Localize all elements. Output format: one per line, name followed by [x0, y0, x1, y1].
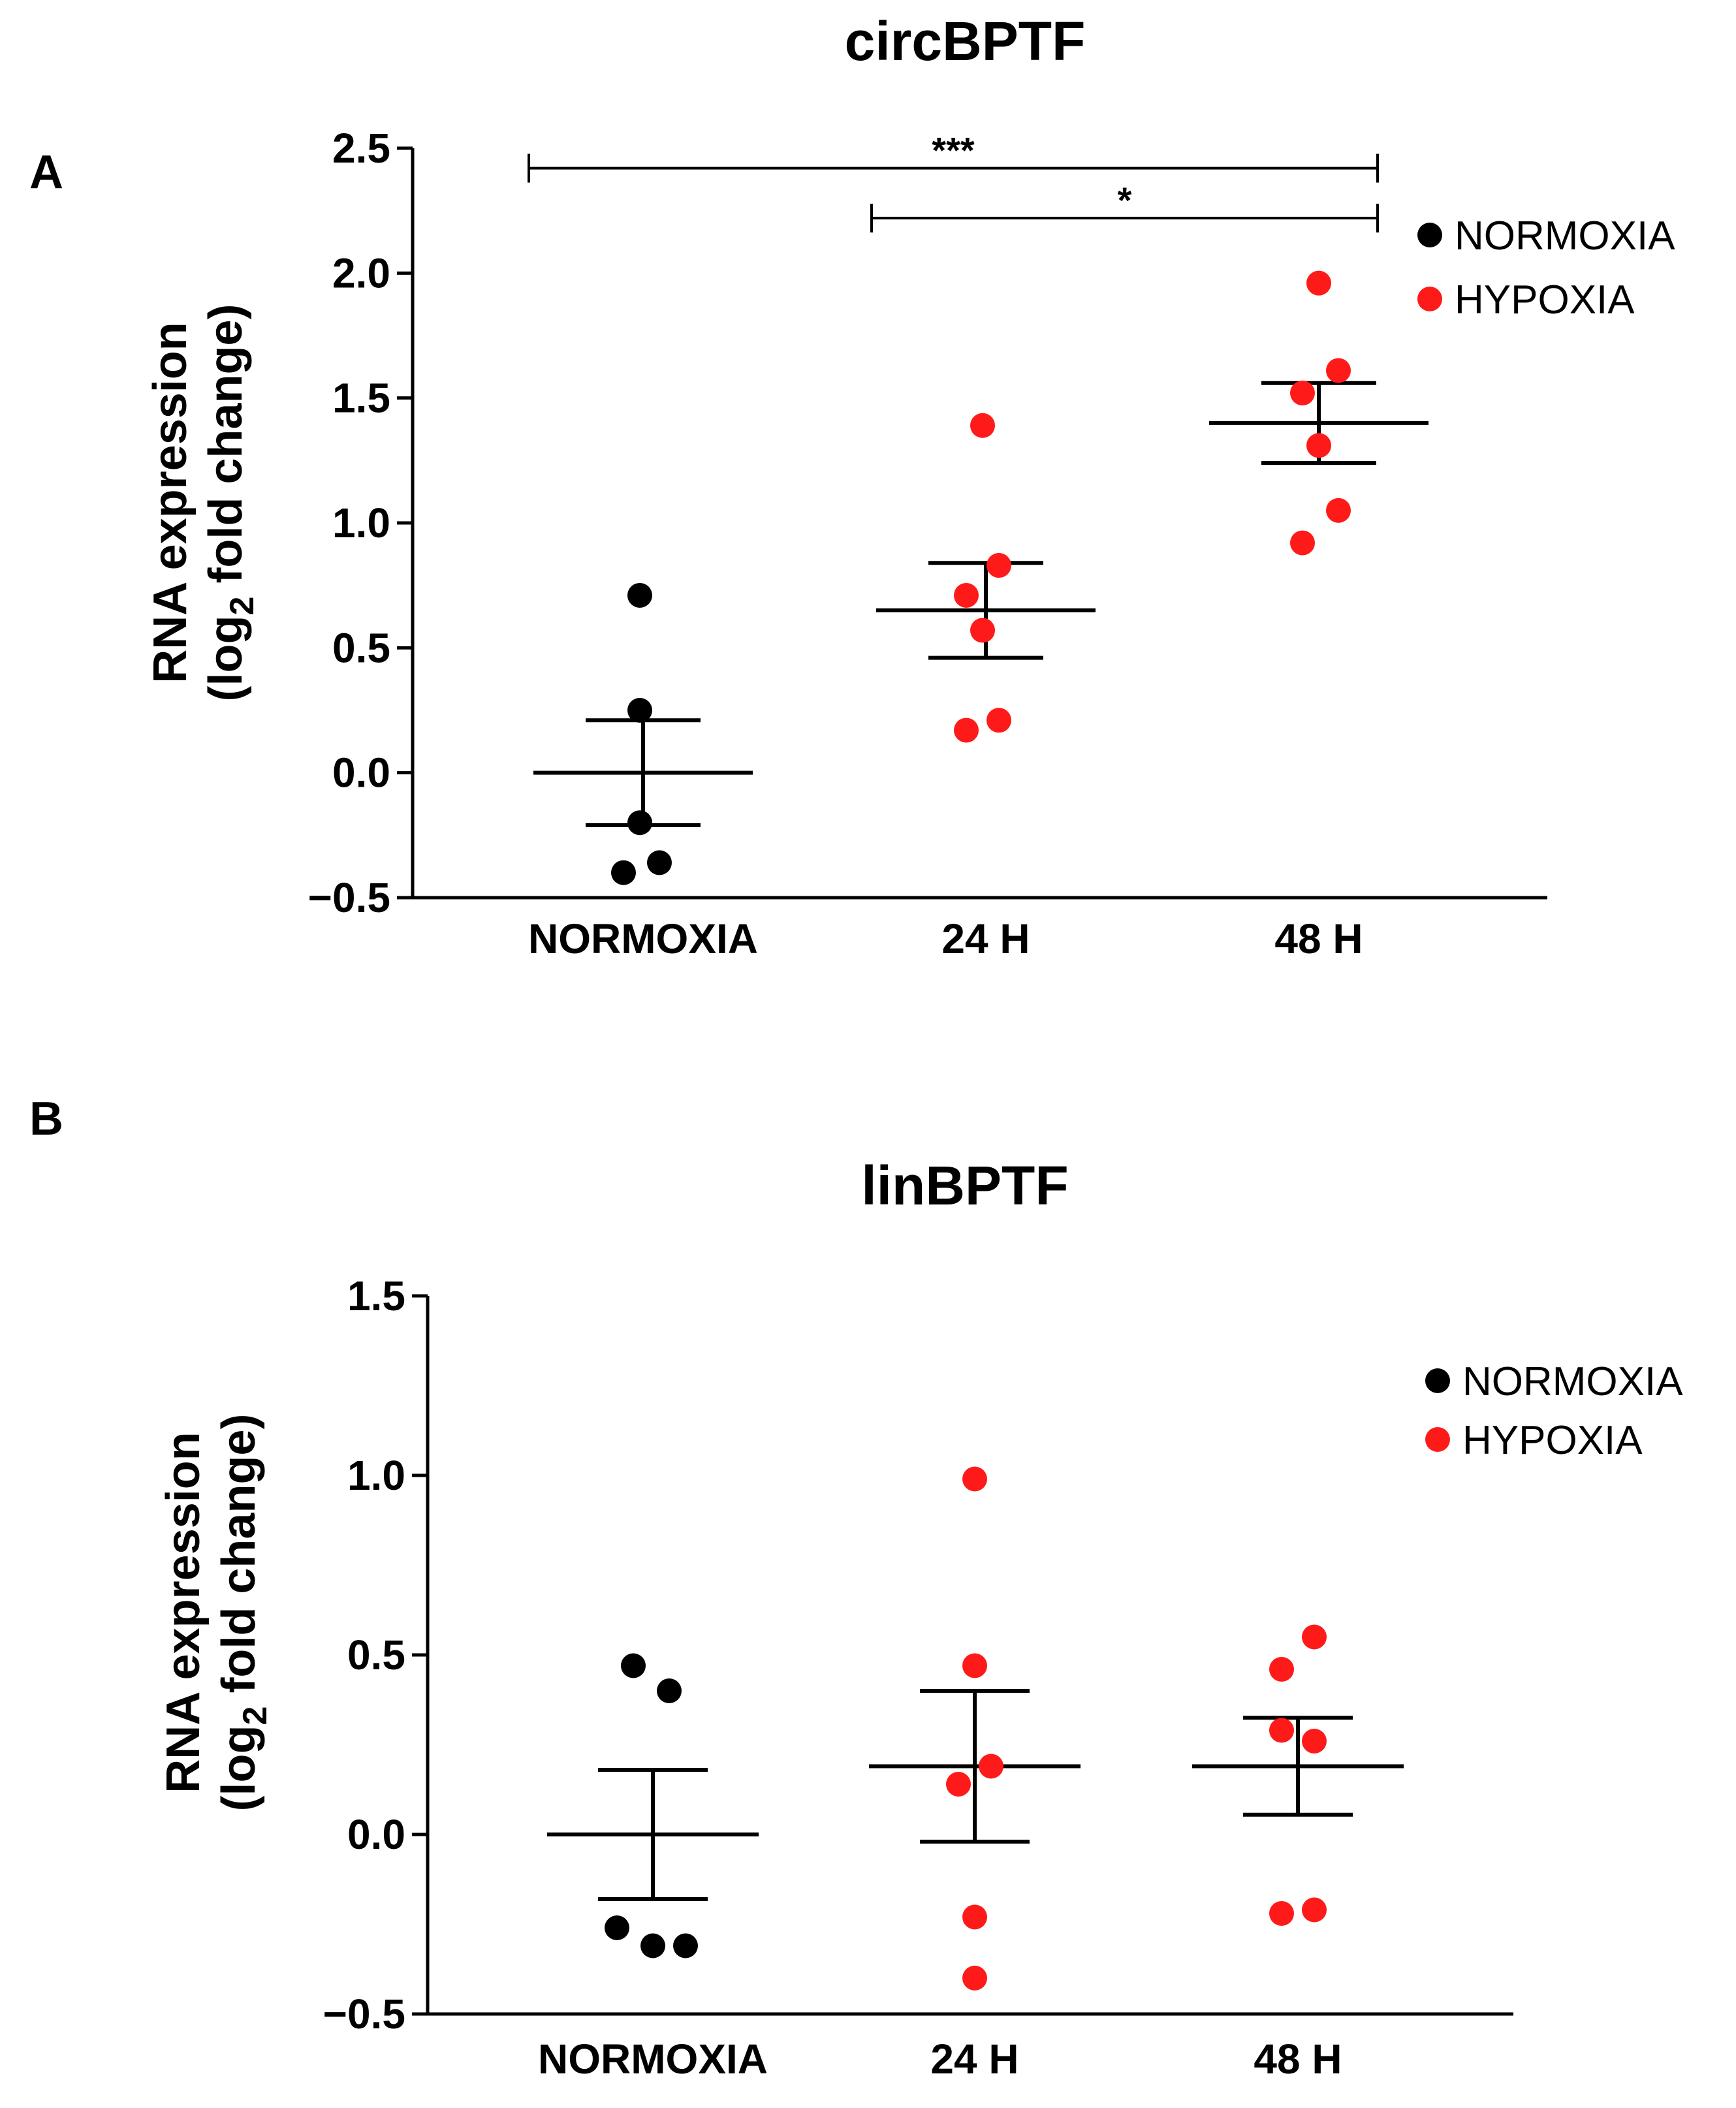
- data-point: [1290, 381, 1315, 406]
- panel-b-x-categories: NORMOXIA 24 H 48 H: [538, 2036, 1342, 2083]
- data-point: [657, 1678, 682, 1703]
- data-point: [605, 1915, 629, 1940]
- panel-a-legend-hypoxia-marker: [1417, 287, 1442, 311]
- panel-a: A circBPTF RNA expression (log2 fold cha…: [29, 10, 1675, 962]
- x-category-label: 48 H: [1254, 2036, 1342, 2083]
- panel-a-title: circBPTF: [845, 10, 1086, 72]
- data-point: [627, 698, 652, 723]
- data-point: [673, 1933, 698, 1959]
- y-tick-label: 0.5: [347, 1631, 405, 1678]
- data-point: [979, 1754, 1003, 1779]
- significance-label: ***: [932, 130, 975, 171]
- data-point: [640, 1933, 665, 1959]
- panel-a-y-axis-label: RNA expression (log2 fold change): [144, 304, 261, 702]
- data-point: [647, 850, 672, 875]
- panel-b-title: linBPTF: [861, 1155, 1068, 1216]
- data-point: [1306, 433, 1331, 458]
- y-tick-label: 0.5: [332, 624, 390, 671]
- data-point: [627, 582, 652, 608]
- panel-a-letter: A: [29, 146, 63, 198]
- panel-b-ylabel-post: fold change): [213, 1414, 265, 1707]
- data-point: [954, 717, 979, 743]
- data-point: [1326, 358, 1351, 383]
- data-point: [1302, 1624, 1327, 1650]
- y-tick-label: 2.0: [332, 249, 390, 296]
- panel-b-legend-hypoxia-marker: [1425, 1427, 1450, 1452]
- panel-a-significance: ****: [528, 130, 1379, 233]
- x-category-label: NORMOXIA: [528, 915, 758, 962]
- x-category-label: 24 H: [930, 2036, 1018, 2083]
- data-point: [962, 1904, 987, 1930]
- data-point: [1269, 1718, 1294, 1743]
- panel-b: B linBPTF RNA expression (log2 fold chan…: [29, 1093, 1683, 2083]
- data-point: [946, 1772, 971, 1797]
- data-point: [1306, 270, 1331, 296]
- y-tick-label: 0.0: [332, 749, 390, 796]
- y-tick-label: −0.5: [323, 1990, 405, 2037]
- panel-a-ylabel-pre: (log: [200, 615, 252, 701]
- data-point: [1269, 1657, 1294, 1682]
- data-point: [627, 810, 652, 836]
- panel-a-legend-normoxia-label: NORMOXIA: [1455, 213, 1675, 259]
- panel-b-legend-normoxia-marker: [1425, 1368, 1450, 1393]
- panel-b-mean-sem: [547, 1689, 1404, 1901]
- data-point: [1302, 1729, 1327, 1754]
- data-point: [1326, 497, 1351, 523]
- panel-b-points: [605, 1466, 1327, 1990]
- panel-b-y-axis-label: RNA expression (log2 fold change): [157, 1414, 274, 1812]
- data-point: [970, 413, 995, 438]
- x-category-label: NORMOXIA: [538, 2036, 768, 2083]
- data-point: [970, 618, 995, 643]
- y-tick-label: 1.5: [332, 375, 390, 422]
- y-tick-label: 1.0: [347, 1452, 405, 1499]
- panel-b-y-ticks: −0.5 0.0 0.5 1.0 1.5: [323, 1272, 428, 2037]
- panel-a-points: [611, 270, 1351, 885]
- data-point: [1302, 1897, 1327, 1923]
- panel-a-axes: [411, 148, 1547, 900]
- panel-b-ylabel-line2: (log2 fold change): [213, 1414, 274, 1812]
- panel-b-ylabel-sub: 2: [236, 1707, 274, 1725]
- y-tick-label: −0.5: [308, 874, 390, 921]
- panel-a-ylabel-line1: RNA expression: [144, 322, 197, 684]
- data-point: [962, 1466, 987, 1492]
- data-point: [962, 1653, 987, 1678]
- panel-b-letter: B: [29, 1093, 63, 1145]
- data-point: [1269, 1901, 1294, 1926]
- data-point: [962, 1966, 987, 1990]
- x-category-label: 48 H: [1274, 915, 1363, 962]
- y-tick-label: 1.5: [347, 1272, 405, 1319]
- panel-a-ylabel-post: fold change): [200, 304, 252, 597]
- panel-b-ylabel-line1: RNA expression: [157, 1432, 210, 1793]
- panel-a-legend-normoxia-marker: [1417, 223, 1442, 247]
- x-category-label: 24 H: [941, 915, 1030, 962]
- data-point: [621, 1653, 646, 1678]
- y-tick-label: 0.0: [347, 1811, 405, 1858]
- data-point: [986, 708, 1011, 733]
- panel-b-legend: NORMOXIA HYPOXIA: [1425, 1359, 1683, 1463]
- panel-a-y-ticks: −0.5 0.0 0.5 1.0 1.5 2.0 2.5: [308, 125, 413, 921]
- panel-b-legend-hypoxia-label: HYPOXIA: [1462, 1418, 1643, 1463]
- panel-a-ylabel-sub: 2: [223, 597, 261, 616]
- panel-a-legend-hypoxia-label: HYPOXIA: [1455, 277, 1635, 322]
- data-point: [611, 860, 636, 885]
- data-point: [986, 553, 1011, 578]
- panel-a-legend: NORMOXIA HYPOXIA: [1417, 213, 1675, 322]
- panel-b-legend-normoxia-label: NORMOXIA: [1462, 1359, 1683, 1404]
- panel-a-x-categories: NORMOXIA 24 H 48 H: [528, 915, 1363, 962]
- data-point: [1290, 530, 1315, 556]
- panel-a-ylabel-line2: (log2 fold change): [200, 304, 261, 702]
- panel-a-mean-sem: [533, 381, 1428, 828]
- data-point: [954, 582, 979, 608]
- y-tick-label: 1.0: [332, 499, 390, 546]
- panel-b-ylabel-pre: (log: [213, 1725, 265, 1811]
- significance-label: *: [1118, 180, 1132, 221]
- y-tick-label: 2.5: [332, 125, 390, 172]
